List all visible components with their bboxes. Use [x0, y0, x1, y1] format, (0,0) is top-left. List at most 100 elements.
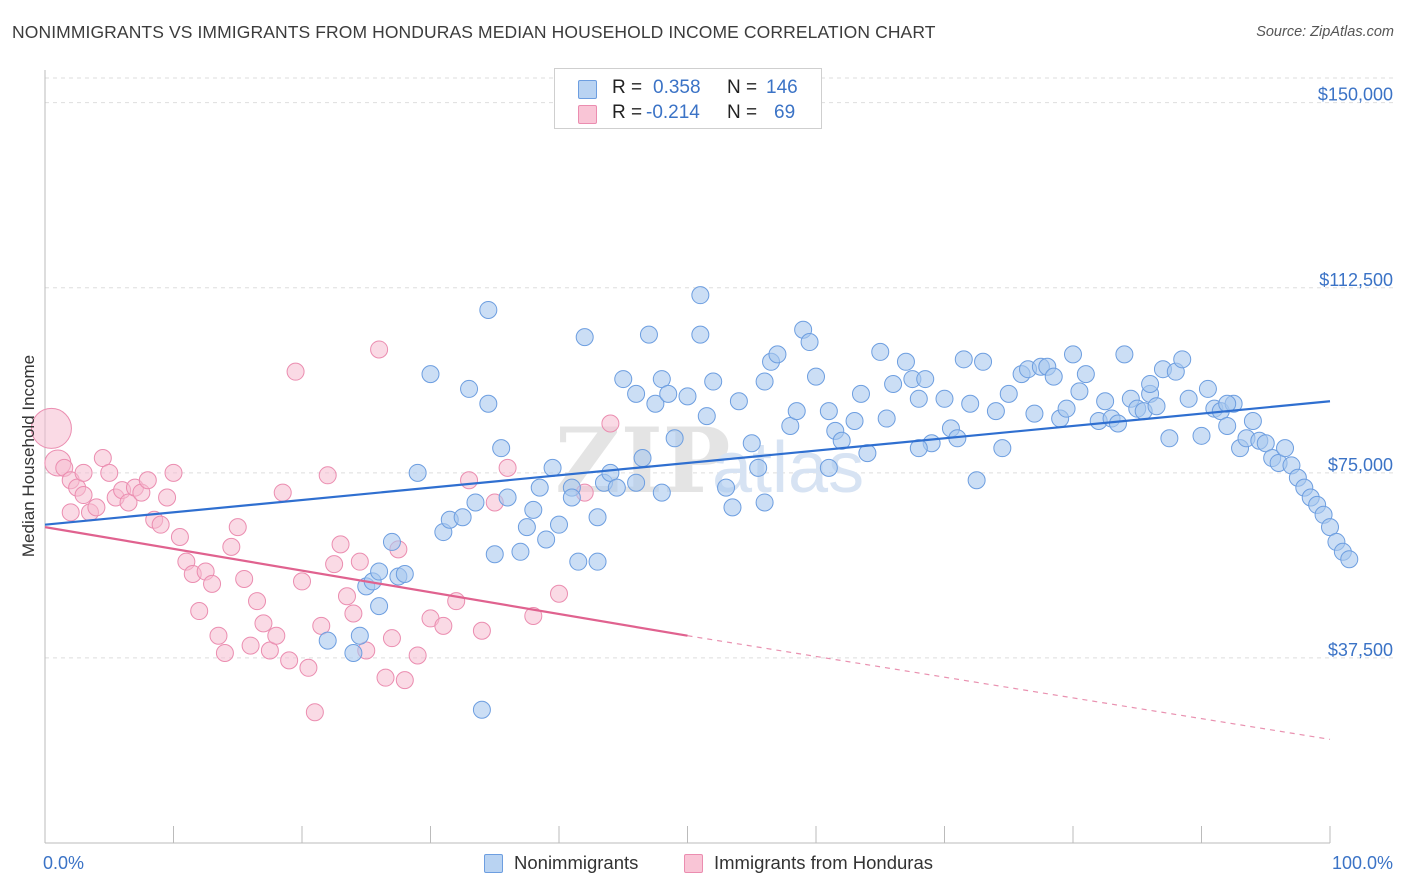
immigrant-point [376, 668, 395, 687]
nonimmigrant-point [575, 328, 594, 347]
nonimmigrant-point [382, 532, 401, 551]
nonimmigrant-point [909, 389, 928, 408]
nonimmigrant-point [755, 372, 774, 391]
nonimmigrant-point [986, 402, 1005, 421]
immigrant-point [241, 636, 260, 655]
nonimmigrant-point [961, 394, 980, 413]
immigrant-point [299, 658, 318, 677]
nonimmigrant-point [646, 394, 665, 413]
immigrant-point [382, 629, 401, 648]
immigrant-point [93, 449, 112, 468]
nonimmigrant-point [479, 394, 498, 413]
nonimmigrant-point [453, 508, 472, 527]
nonimmigrant-point [614, 370, 633, 389]
immigrant-point [395, 671, 414, 690]
chart-title: NONIMMIGRANTS VS IMMIGRANTS FROM HONDURA… [12, 22, 936, 42]
immigrant-point [260, 641, 279, 660]
nonimmigrant-point [517, 518, 536, 537]
nonimmigrant-point [492, 439, 511, 458]
immigrant-point [280, 651, 299, 670]
nonimmigrant-point [1070, 382, 1089, 401]
nonimmigrant-point [993, 439, 1012, 458]
nonimmigrant-point [896, 352, 915, 371]
trend-lines [44, 400, 1331, 740]
nonimmigrants-points [318, 286, 1359, 719]
bottom-legend-swatch-pink [684, 854, 703, 873]
immigrant-point [215, 643, 234, 662]
nonimmigrant-point [652, 483, 671, 502]
y-tick-label: $112,500 [1319, 270, 1393, 290]
legend-row-immigrants: R = -0.214 N = 69 [555, 102, 821, 128]
nonimmigrant-point [350, 626, 369, 645]
nonimmigrant-point [421, 365, 440, 384]
nonimmigrant-point [678, 387, 697, 406]
nonimmigrant-point [800, 333, 819, 352]
legend-n-value: 69 [774, 102, 796, 123]
nonimmigrant-point [935, 389, 954, 408]
immigrants-points [30, 340, 620, 722]
x-tick-label-min: 0.0% [43, 853, 84, 873]
immigrants-trend-line [44, 526, 688, 637]
nonimmigrant-point [742, 434, 761, 453]
nonimmigrant-point [845, 412, 864, 431]
nonimmigrant-point [1115, 345, 1134, 364]
nonimmigrant-point [871, 342, 890, 361]
nonimmigrant-point [607, 478, 626, 497]
y-tick-labels: $37,500 $75,000 $112,500 $150,000 [1318, 85, 1393, 660]
nonimmigrant-point [601, 463, 620, 482]
nonimmigrant-point [652, 370, 671, 389]
immigrant-point [325, 555, 344, 574]
nonimmigrant-point [633, 449, 652, 468]
nonimmigrant-point [344, 643, 363, 662]
legend-r-value: 0.358 [653, 77, 701, 98]
nonimmigrant-point [659, 384, 678, 403]
nonimmigrant-point [1218, 416, 1237, 435]
nonimmigrant-point [511, 542, 530, 561]
legend-n-label: N = [727, 77, 758, 98]
nonimmigrant-point [697, 407, 716, 426]
nonimmigrant-point [1340, 550, 1359, 569]
nonimmigrant-point [479, 300, 498, 319]
nonimmigrant-point [749, 458, 768, 477]
nonimmigrant-point [1096, 392, 1115, 411]
immigrant-point [550, 584, 568, 603]
immigrant-point [344, 604, 363, 623]
nonimmigrant-point [395, 565, 414, 584]
immigrant-point [286, 362, 305, 381]
nonimmigrant-point [1160, 429, 1179, 448]
correlation-legend: R = 0.358 N = 146 R = -0.214 N = 69 [554, 68, 822, 129]
nonimmigrant-point [318, 631, 337, 650]
nonimmigrant-point [851, 384, 870, 403]
nonimmigrant-point [639, 325, 658, 344]
immigrant-point [498, 458, 517, 477]
nonimmigrant-point [781, 416, 800, 435]
immigrant-point [235, 569, 254, 588]
legend-row-nonimmigrants: R = 0.358 N = 146 [555, 77, 821, 103]
nonimmigrant-point [370, 562, 389, 581]
immigrant-point [228, 518, 247, 537]
immigrant-point [312, 616, 331, 635]
nonimmigrant-point [916, 370, 935, 389]
nonimmigrant-point [723, 498, 742, 517]
nonimmigrant-point [472, 700, 491, 719]
nonimmigrant-point [627, 384, 646, 403]
nonimmigrant-point [877, 409, 896, 428]
y-axis-label: Median Household Income [19, 355, 38, 557]
nonimmigrant-point [550, 515, 568, 534]
nonimmigrant-point [691, 286, 710, 305]
immigrant-point [203, 574, 222, 593]
immigrant-point [267, 626, 286, 645]
immigrant-point [472, 621, 491, 640]
immigrant-point [158, 488, 177, 507]
nonimmigrant-point [1044, 367, 1063, 386]
nonimmigrant-point [1147, 397, 1166, 416]
bottom-legend-label: Immigrants from Honduras [714, 852, 933, 873]
legend-r-label: R = [612, 102, 643, 123]
nonimmigrant-point [530, 478, 549, 497]
legend-r-value: -0.214 [646, 102, 700, 123]
nonimmigrant-point [1243, 412, 1262, 431]
y-tick-label: $75,000 [1328, 455, 1393, 475]
nonimmigrant-point [1256, 434, 1275, 453]
immigrant-point [222, 537, 241, 556]
nonimmigrant-point [466, 493, 485, 512]
